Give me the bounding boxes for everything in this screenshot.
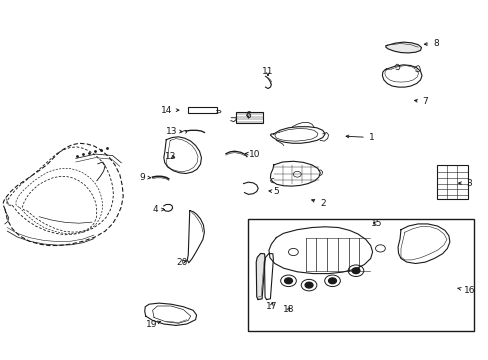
Text: 16: 16 <box>457 287 474 295</box>
Text: 6: 6 <box>244 111 250 120</box>
Text: 15: 15 <box>370 219 382 228</box>
Text: 9: 9 <box>139 173 150 181</box>
Text: 19: 19 <box>145 320 160 329</box>
Text: 11: 11 <box>262 68 273 77</box>
Text: 3: 3 <box>458 179 471 188</box>
Text: 2: 2 <box>311 199 325 208</box>
Circle shape <box>284 278 292 284</box>
Text: 13: 13 <box>166 126 182 135</box>
Polygon shape <box>385 42 421 53</box>
Text: 20: 20 <box>176 258 187 266</box>
Circle shape <box>351 268 359 274</box>
Text: 10: 10 <box>245 150 260 158</box>
Text: 8: 8 <box>424 39 438 48</box>
Text: 17: 17 <box>265 302 277 311</box>
Text: 18: 18 <box>282 305 294 314</box>
Circle shape <box>305 282 312 288</box>
Text: 12: 12 <box>164 152 176 161</box>
Text: 7: 7 <box>414 97 427 106</box>
Circle shape <box>328 278 336 284</box>
Text: 14: 14 <box>160 106 179 114</box>
Bar <box>188 107 216 113</box>
Bar <box>436 165 468 199</box>
Text: 5: 5 <box>268 187 279 196</box>
Bar <box>236 112 263 123</box>
Bar <box>248 219 473 331</box>
Text: 4: 4 <box>152 205 164 214</box>
Polygon shape <box>256 253 264 300</box>
Text: 1: 1 <box>346 133 374 142</box>
